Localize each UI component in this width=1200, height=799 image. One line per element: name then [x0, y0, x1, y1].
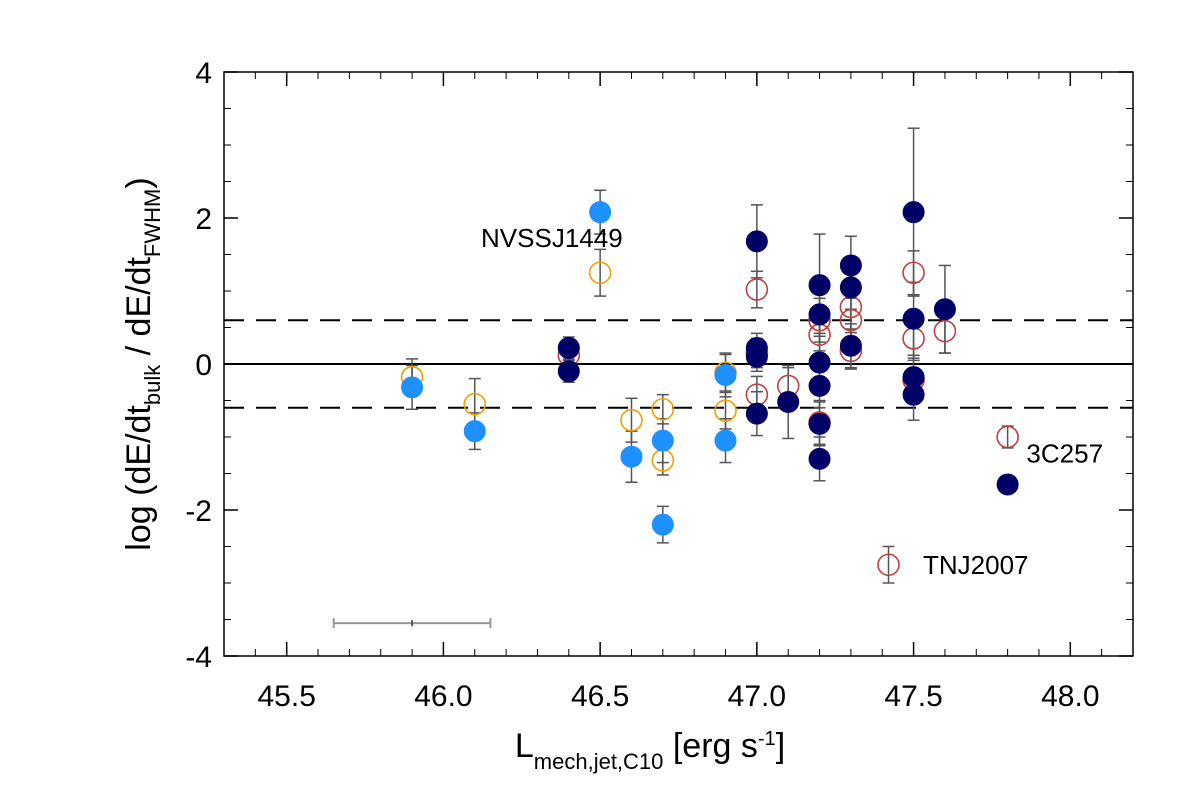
data-point-filled	[902, 307, 925, 330]
y-axis-title-middle: / dE/dt	[120, 257, 158, 365]
data-point-open	[839, 308, 863, 332]
data-point-open	[996, 425, 1019, 449]
reference-lines-layer	[224, 319, 1133, 409]
x-axis-title-unit: [erg s	[663, 727, 757, 765]
data-point-filled	[463, 420, 486, 443]
data-points-layer	[400, 201, 1019, 577]
y-tick-label: 2	[195, 203, 212, 236]
data-point-filled	[714, 429, 737, 452]
data-point-filled	[620, 445, 643, 468]
data-point-filled	[808, 303, 831, 326]
y-axis-title-prefix: log (dE/dt	[120, 405, 158, 551]
x-tick-label: 47.0	[728, 680, 786, 713]
y-tick-label: -2	[185, 495, 212, 528]
x-axis-title: Lmech,jet,C10 [erg s-1]	[515, 727, 785, 774]
data-point-filled	[557, 336, 580, 359]
x-tick-label: 47.5	[884, 680, 942, 713]
data-point-filled	[902, 383, 925, 406]
x-tick-label: 48.0	[1041, 680, 1099, 713]
x-tick-label: 45.5	[257, 680, 315, 713]
data-point-filled	[714, 363, 737, 386]
y-tick-label: 0	[195, 349, 212, 382]
data-point-open	[714, 399, 737, 423]
data-point-filled	[808, 274, 831, 297]
data-point-filled	[996, 473, 1019, 496]
x-axis-title-main: L	[515, 727, 534, 765]
annotations-layer: NVSSJ1449 3C257 TNJ2007	[481, 223, 1103, 580]
data-point-filled	[557, 360, 580, 383]
data-point-open	[902, 261, 925, 285]
data-point-open	[588, 261, 612, 285]
data-point-filled	[808, 447, 831, 470]
data-point-open	[620, 408, 643, 432]
data-point-filled	[808, 374, 831, 397]
x-tick-label: 46.5	[571, 680, 629, 713]
data-point-open	[933, 319, 957, 343]
data-point-open	[745, 278, 769, 301]
data-point-filled	[808, 351, 831, 374]
data-point-filled	[777, 390, 800, 413]
annotation-label: 3C257	[1026, 439, 1103, 469]
data-point-filled	[745, 402, 768, 425]
x-axis-title-close: ]	[776, 727, 785, 765]
data-point-filled	[933, 298, 956, 321]
y-axis-title-suffix: )	[120, 177, 158, 188]
y-axis-title: log (dE/dtbulk / dE/dtFWHM)	[120, 177, 165, 550]
data-point-filled	[902, 201, 925, 224]
x-axis-title-sub: mech,jet,C10	[534, 749, 664, 774]
y-tick-label: -4	[185, 641, 212, 674]
data-point-filled	[589, 201, 612, 224]
data-point-filled	[839, 254, 862, 277]
y-axis-title-sub-bulk: bulk	[140, 364, 165, 405]
data-point-filled	[651, 513, 674, 536]
chart-axes-layer: 45.5 46.0 46.5 47.0 47.5 48.0 -4 -2 0 2 4	[185, 57, 1134, 713]
data-point-open	[877, 553, 900, 577]
x-axis-title-sup: -1	[758, 728, 776, 750]
y-axis-title-sub-fwhm: FWHM	[140, 189, 165, 257]
data-point-filled	[839, 334, 862, 357]
annotation-label: NVSSJ1449	[481, 223, 623, 253]
data-point-filled	[839, 276, 862, 299]
data-point-filled	[745, 345, 768, 368]
data-point-open	[651, 397, 675, 421]
data-point-filled	[651, 429, 674, 452]
data-point-filled	[401, 376, 424, 399]
data-point-filled	[808, 412, 831, 435]
annotation-label: TNJ2007	[923, 550, 1029, 580]
x-tick-label: 46.0	[414, 680, 472, 713]
data-point-open	[463, 392, 487, 416]
data-point-filled	[745, 230, 768, 253]
y-tick-label: 4	[195, 57, 212, 90]
